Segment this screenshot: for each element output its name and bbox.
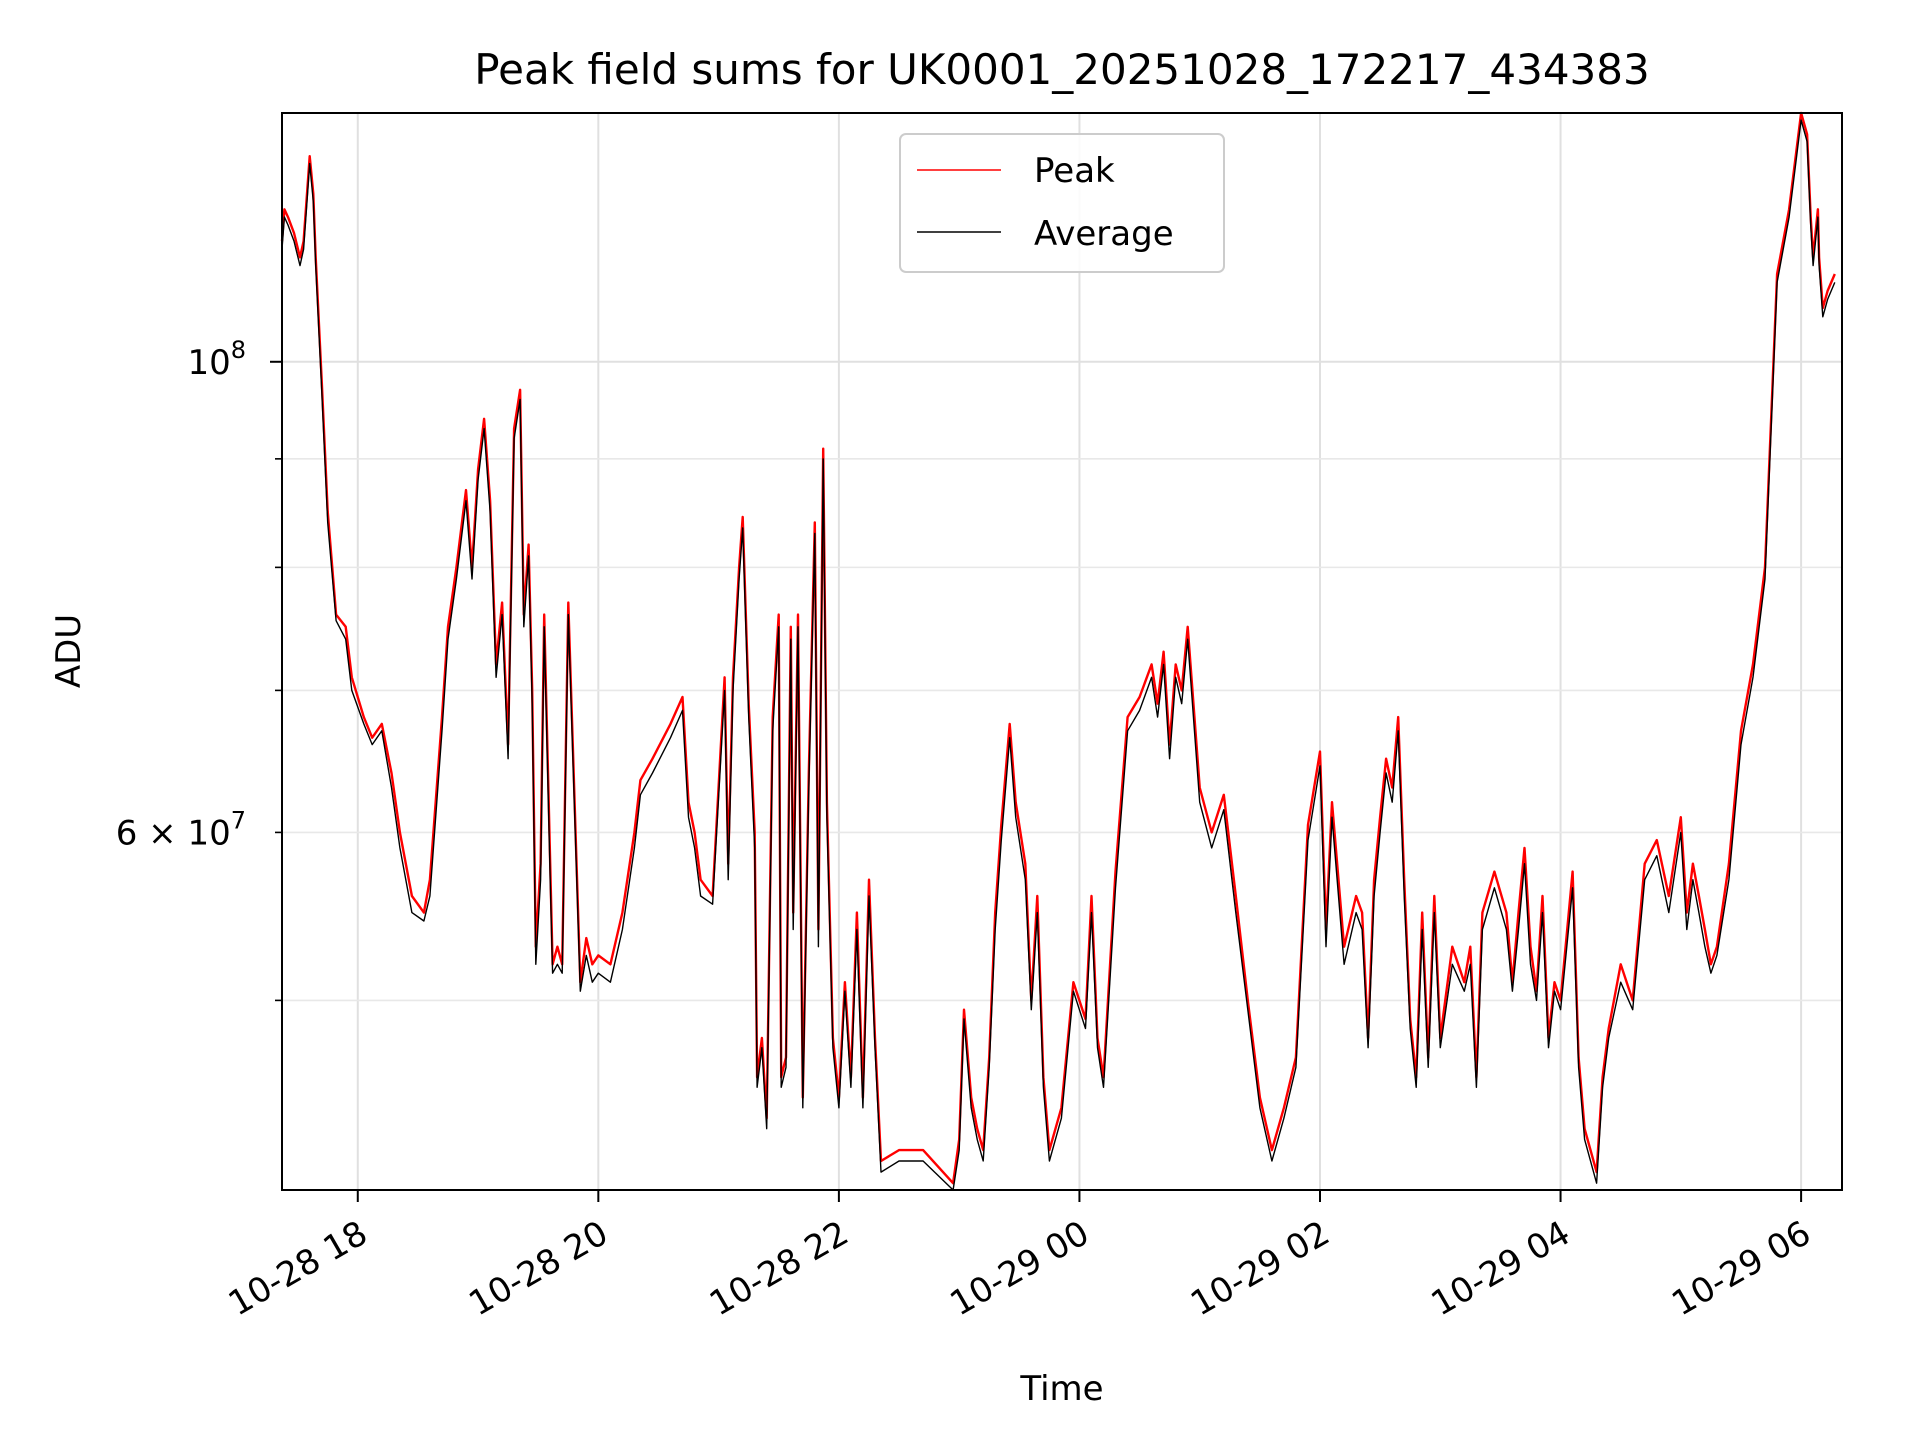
legend-box [899, 133, 1225, 273]
grid-lines [282, 113, 1842, 1190]
y-axis-label: ADU [49, 614, 89, 688]
series-line-average [281, 119, 1836, 1191]
x-axis-label: Time [1019, 1369, 1103, 1409]
series-layer [280, 111, 1836, 1191]
legend-average-label: Average [1034, 214, 1174, 254]
chart-title: Peak field sums for UK0001_20251028_1722… [474, 45, 1649, 94]
series-line-peak [280, 111, 1836, 1185]
y-tick-label: 108 [187, 336, 246, 383]
legend: Peak Average [899, 133, 1225, 273]
plot-frame [281, 112, 1843, 1191]
y-axis: 108 6 × 107 [116, 336, 282, 1002]
y-tick-label: 6 × 107 [116, 806, 246, 853]
legend-peak-label: Peak [1034, 151, 1115, 191]
